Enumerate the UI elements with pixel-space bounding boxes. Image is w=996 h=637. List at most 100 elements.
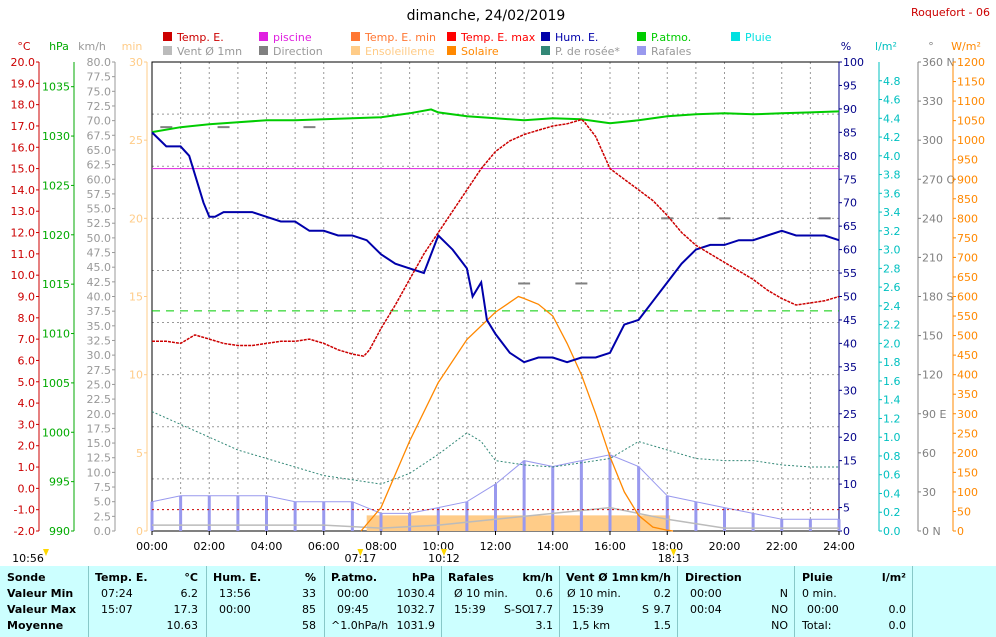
- wind-axis-tick-label: 52.5: [87, 217, 112, 230]
- unit-rain: l/m²: [875, 40, 897, 53]
- wind-axis-tick-label: 70.0: [87, 115, 112, 128]
- time-tick-label: 22:00: [766, 540, 798, 553]
- unit-dir: °: [928, 40, 934, 53]
- sun-axis-tick-label: 0: [136, 525, 143, 538]
- wind-axis-tick-label: 45.0: [87, 261, 112, 274]
- wind-axis-tick-label: 25.0: [87, 378, 112, 391]
- temp-axis-tick-label: 13.0: [11, 205, 36, 218]
- wind-axis-tick-label: 40.0: [87, 291, 112, 304]
- pressure-line: [151, 108, 840, 134]
- solar-axis-tick-label: 900: [957, 173, 978, 186]
- legend-label: Vent Ø 1mn: [177, 45, 242, 58]
- hum-axis-tick-label: 45: [843, 314, 857, 327]
- stats-gust-avg: 3.1: [535, 619, 554, 632]
- stats-col-hum: Hum. E. % 13:56 33 00:00 85 58: [206, 566, 324, 637]
- sun-axis-tick-label: 30: [129, 56, 143, 69]
- solar-axis-tick-label: 400: [957, 369, 978, 382]
- dir-axis-tick-label: 270 O: [922, 173, 955, 186]
- press-axis-tick-label: 1005: [42, 377, 70, 390]
- dir-axis-tick-label: 30: [922, 486, 936, 499]
- hum-axis-tick-label: 75: [843, 173, 857, 186]
- legend-label: Temp. E.: [176, 31, 224, 44]
- solar-axis-tick-label: 750: [957, 232, 978, 245]
- rain-axis-tick-label: 3.4: [883, 206, 901, 219]
- stats-temp-min: 6.2: [180, 587, 199, 600]
- unit-wind: km/h: [78, 40, 106, 53]
- solar-axis-tick-label: 350: [957, 388, 978, 401]
- wind-axis-tick-label: 5.0: [94, 496, 112, 509]
- legend-label: Ensoleilleme: [365, 45, 435, 58]
- time-marker-label: 10:12: [428, 552, 460, 565]
- solar-axis-tick-label: 850: [957, 193, 978, 206]
- stats-col-press: P.atmo. hPa 00:00 1030.4 09:45 1032.7 ^1…: [324, 566, 441, 637]
- time-tick-label: 08:00: [365, 540, 397, 553]
- legend-label: Solaire: [461, 45, 499, 58]
- solar-axis-tick-label: 200: [957, 447, 978, 460]
- stats-wind-header: Vent Ø 1mn: [566, 571, 639, 584]
- stats-gust-unit: km/h: [522, 571, 553, 584]
- press-axis-tick-label: 1000: [42, 426, 70, 439]
- stats-dir-min: N: [779, 587, 788, 600]
- temp-axis-tick-label: 10.0: [11, 269, 36, 282]
- stats-press-header: P.atmo.: [331, 571, 378, 584]
- time-marker-label: 10:56: [12, 552, 44, 565]
- time-marker-label: 07:17: [345, 552, 377, 565]
- solar-axis-tick-label: 950: [957, 154, 978, 167]
- rain-axis-tick-label: 0.4: [883, 487, 901, 500]
- unit-sun: min: [122, 40, 143, 53]
- legend-label: Rafales: [651, 45, 692, 58]
- press-axis-tick-label: 990: [49, 525, 70, 538]
- rain-axis-tick-label: 4.0: [883, 150, 901, 163]
- temp-axis-tick-label: -1.0: [14, 504, 35, 517]
- wind-axis-tick-label: 12.5: [87, 452, 112, 465]
- wind-line: [152, 506, 839, 529]
- temp-axis-tick-label: 7.0: [18, 333, 36, 346]
- temp-axis-tick-label: 0.0: [18, 482, 36, 495]
- temp-axis-tick-label: 14.0: [11, 184, 36, 197]
- rain-axis-tick-label: 3.8: [883, 169, 901, 182]
- wind-axis-tick-label: 30.0: [87, 349, 112, 362]
- wind-axis-tick-label: 32.5: [87, 334, 112, 347]
- wind-axis-tick-label: 55.0: [87, 203, 112, 216]
- stats-col-dir: Direction 00:00 N 00:04 NO NO: [677, 566, 794, 637]
- wind-axis-tick-label: 60.0: [87, 173, 112, 186]
- temp-axis-tick-label: 5.0: [18, 376, 36, 389]
- press-axis-tick-label: 1015: [42, 278, 70, 291]
- stats-wind-max-dir: S: [642, 603, 649, 616]
- legend-label: P.atmo.: [651, 31, 691, 44]
- rain-axis-tick-label: 3.6: [883, 187, 901, 200]
- rain-axis-tick-label: 4.6: [883, 94, 901, 107]
- unit-press: hPa: [49, 40, 69, 53]
- sun-axis-tick-label: 20: [129, 212, 143, 225]
- chart-legend: Temp. E. piscine Temp. E. min Temp. E. max H…: [163, 31, 772, 58]
- chart-background: [0, 0, 996, 565]
- hum-axis-tick-label: 0: [843, 525, 850, 538]
- legend-swatch: [259, 32, 268, 41]
- unit-labels: °C hPa km/h min % l/m² ° W/m²: [17, 40, 980, 53]
- solar-axis-tick-label: 100: [957, 486, 978, 499]
- stats-press-max: 1032.7: [396, 603, 436, 616]
- stats-temp-unit: °C: [184, 571, 198, 584]
- time-tick-label: 14:00: [537, 540, 569, 553]
- rain-axis-tick-label: 1.2: [883, 412, 901, 425]
- hum-axis-tick-label: 35: [843, 361, 857, 374]
- rain-axis-tick-label: 0.8: [883, 450, 901, 463]
- hum-axis-tick-label: 25: [843, 408, 857, 421]
- press-axis-tick-label: 1025: [42, 179, 70, 192]
- dir-axis-tick-label: 90 E: [922, 408, 946, 421]
- solar-axis-tick-label: 250: [957, 427, 978, 440]
- rain-axis-tick-label: 4.8: [883, 75, 901, 88]
- wind-axis-tick-label: 15.0: [87, 437, 112, 450]
- wind-axis-tick-label: 42.5: [87, 276, 112, 289]
- wind-axis-tick-label: 10.0: [87, 466, 112, 479]
- stats-gust-max-time: 15:39: [454, 603, 486, 616]
- rain-axis-tick-label: 4.4: [883, 112, 901, 125]
- solar-axis-tick-label: 700: [957, 251, 978, 264]
- legend-swatch: [163, 46, 172, 55]
- hum-axis-tick-label: 65: [843, 220, 857, 233]
- stats-gust-header: Rafales: [448, 571, 494, 584]
- rain-axis-tick-label: 1.8: [883, 356, 901, 369]
- temp-axis-tick-label: 8.0: [18, 312, 36, 325]
- time-marker-icon: [43, 549, 49, 556]
- legend-label: Direction: [273, 45, 323, 58]
